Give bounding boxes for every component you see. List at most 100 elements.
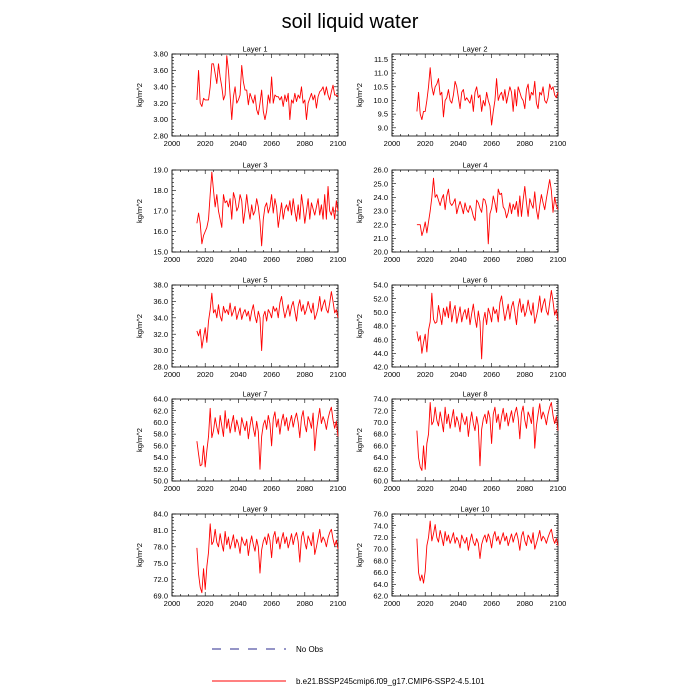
panel-layer-4: Layer 4 kg/m^2 2000 2020 2040 2060 2080 2100 20.… bbox=[355, 161, 566, 265]
y-tick-label: 70.0 bbox=[373, 418, 388, 427]
panel-layer-3: Layer 3 kg/m^2 2000 2020 2040 2060 2080 2100 15.… bbox=[135, 161, 346, 265]
y-tick-label: 70.0 bbox=[373, 545, 388, 554]
x-tick-label: 2020 bbox=[417, 255, 434, 264]
panel-title: Layer 6 bbox=[462, 276, 487, 285]
x-tick-label: 2080 bbox=[516, 370, 533, 379]
y-tick-label: 9.5 bbox=[378, 110, 388, 119]
y-tick-label: 21.0 bbox=[373, 234, 388, 243]
series-line-layer-1 bbox=[196, 55, 339, 121]
y-tick-label: 62.0 bbox=[373, 592, 388, 601]
x-tick-label: 2040 bbox=[450, 255, 467, 264]
y-axis-label: kg/m^2 bbox=[135, 428, 144, 452]
y-tick-label: 52.0 bbox=[373, 294, 388, 303]
y-tick-label: 72.0 bbox=[373, 406, 388, 415]
y-axis-label: kg/m^2 bbox=[355, 428, 364, 452]
x-tick-label: 2020 bbox=[417, 370, 434, 379]
y-axis-label: kg/m^2 bbox=[135, 83, 144, 107]
x-tick-label: 2040 bbox=[450, 484, 467, 493]
x-tick-label: 2060 bbox=[483, 370, 500, 379]
series-line-layer-5 bbox=[196, 291, 339, 352]
panel-layer-7: Layer 7 kg/m^2 2000 2020 2040 2060 2080 2100 50.… bbox=[135, 390, 346, 494]
x-tick-label: 2000 bbox=[164, 599, 181, 608]
y-tick-label: 74.0 bbox=[373, 521, 388, 530]
panel-layer-9: Layer 9 kg/m^2 2000 2020 2040 2060 2080 2100 69.… bbox=[135, 505, 346, 609]
y-tick-label: 38.0 bbox=[153, 281, 168, 290]
x-tick-label: 2040 bbox=[450, 599, 467, 608]
x-tick-label: 2100 bbox=[330, 139, 347, 148]
y-tick-label: 64.0 bbox=[373, 580, 388, 589]
y-tick-label: 74.0 bbox=[373, 395, 388, 404]
y-tick-label: 24.0 bbox=[373, 193, 388, 202]
x-tick-label: 2000 bbox=[384, 484, 401, 493]
legend-model-label: b.e21.BSSP245cmip6.f09_g17.CMIP6-SSP2-4.… bbox=[296, 677, 485, 686]
y-tick-label: 10.0 bbox=[373, 96, 388, 105]
series-line-layer-9 bbox=[196, 523, 339, 594]
x-tick-label: 2000 bbox=[164, 255, 181, 264]
panel-title: Layer 7 bbox=[242, 390, 267, 399]
x-tick-label: 2040 bbox=[230, 484, 247, 493]
y-tick-label: 3.20 bbox=[153, 99, 168, 108]
series-line-layer-3 bbox=[196, 171, 339, 247]
panel-title: Layer 3 bbox=[242, 161, 267, 170]
y-tick-label: 36.0 bbox=[153, 297, 168, 306]
panel-title: Layer 1 bbox=[242, 45, 267, 54]
y-tick-label: 9.0 bbox=[378, 123, 388, 132]
y-tick-label: 64.0 bbox=[373, 453, 388, 462]
y-tick-label: 50.0 bbox=[153, 477, 168, 486]
x-tick-label: 2060 bbox=[483, 599, 500, 608]
y-tick-label: 50.0 bbox=[373, 308, 388, 317]
x-tick-label: 2100 bbox=[550, 599, 567, 608]
y-tick-label: 64.0 bbox=[153, 395, 168, 404]
x-tick-label: 2100 bbox=[550, 139, 567, 148]
x-tick-label: 2020 bbox=[197, 599, 214, 608]
x-tick-label: 2060 bbox=[483, 139, 500, 148]
x-tick-label: 2040 bbox=[230, 139, 247, 148]
figure-title: soil liquid water bbox=[282, 11, 419, 33]
y-tick-label: 11.5 bbox=[374, 55, 388, 64]
y-tick-label: 15.0 bbox=[153, 248, 168, 257]
x-tick-label: 2040 bbox=[230, 255, 247, 264]
y-tick-label: 42.0 bbox=[373, 363, 388, 372]
x-tick-label: 2100 bbox=[330, 370, 347, 379]
y-tick-label: 32.0 bbox=[153, 330, 168, 339]
panel-layer-1: Layer 1 kg/m^2 2000 2020 2040 2060 2080 2100 2.8… bbox=[135, 45, 346, 149]
y-tick-label: 3.00 bbox=[153, 115, 168, 124]
y-tick-label: 46.0 bbox=[373, 335, 388, 344]
y-tick-label: 72.0 bbox=[373, 533, 388, 542]
legend-obs: No Obs bbox=[212, 645, 323, 654]
x-tick-label: 2060 bbox=[483, 255, 500, 264]
y-axis-label: kg/m^2 bbox=[355, 83, 364, 107]
x-tick-label: 2020 bbox=[197, 370, 214, 379]
y-tick-label: 75.0 bbox=[153, 559, 168, 568]
y-tick-label: 72.0 bbox=[153, 575, 168, 584]
y-tick-label: 81.0 bbox=[153, 526, 168, 535]
x-tick-label: 2060 bbox=[263, 599, 280, 608]
x-tick-label: 2040 bbox=[450, 370, 467, 379]
y-tick-label: 25.0 bbox=[373, 179, 388, 188]
y-tick-label: 3.60 bbox=[153, 66, 168, 75]
panel-layer-5: Layer 5 kg/m^2 2000 2020 2040 2060 2080 2100 28.… bbox=[135, 276, 346, 380]
x-tick-label: 2100 bbox=[550, 484, 567, 493]
series-line-layer-4 bbox=[416, 177, 559, 245]
y-tick-label: 28.0 bbox=[153, 363, 168, 372]
x-tick-label: 2100 bbox=[330, 255, 347, 264]
y-tick-label: 60.0 bbox=[153, 418, 168, 427]
y-tick-label: 52.0 bbox=[153, 465, 168, 474]
x-tick-label: 2020 bbox=[197, 139, 214, 148]
panel-layer-8: Layer 8 kg/m^2 2000 2020 2040 2060 2080 2100 60.… bbox=[355, 390, 566, 494]
x-tick-label: 2000 bbox=[164, 484, 181, 493]
y-axis-label: kg/m^2 bbox=[355, 543, 364, 567]
x-tick-label: 2080 bbox=[516, 139, 533, 148]
y-tick-label: 11.0 bbox=[374, 69, 388, 78]
y-axis-label: kg/m^2 bbox=[355, 314, 364, 338]
y-tick-label: 20.0 bbox=[373, 248, 388, 257]
x-tick-label: 2000 bbox=[384, 370, 401, 379]
y-axis-label: kg/m^2 bbox=[135, 199, 144, 223]
x-tick-label: 2000 bbox=[384, 139, 401, 148]
legend-obs-label: No Obs bbox=[296, 645, 323, 654]
y-tick-label: 76.0 bbox=[373, 510, 388, 519]
y-tick-label: 44.0 bbox=[373, 349, 388, 358]
x-tick-label: 2000 bbox=[164, 370, 181, 379]
